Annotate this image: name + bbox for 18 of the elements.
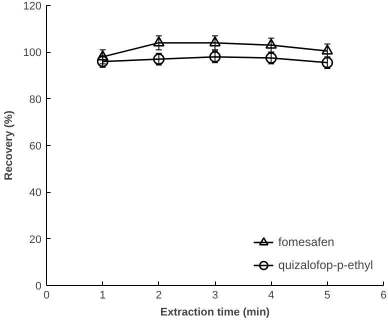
y-tick-label: 100 xyxy=(23,47,42,60)
y-tick-label: 60 xyxy=(29,140,42,152)
y-axis-title: Recovery (%) xyxy=(3,110,16,180)
x-tick-label: 4 xyxy=(268,290,274,302)
y-tick-label: 80 xyxy=(29,94,42,106)
x-tick-label: 2 xyxy=(156,290,162,302)
x-tick-label: 1 xyxy=(100,290,106,302)
x-tick-label: 5 xyxy=(324,290,330,302)
legend-label: quizalofop-p-ethyl xyxy=(278,258,373,272)
x-axis-title: Extraction time (min) xyxy=(160,306,270,318)
x-tick-label: 0 xyxy=(43,290,50,302)
legend-label: fomesafen xyxy=(278,235,334,249)
y-tick-label: 120 xyxy=(23,0,42,12)
x-tick-label: 6 xyxy=(380,290,387,302)
y-tick-label: 20 xyxy=(29,234,42,246)
x-tick-label: 3 xyxy=(212,290,218,302)
y-tick-label: 0 xyxy=(35,280,42,292)
y-tick-label: 40 xyxy=(29,187,42,200)
